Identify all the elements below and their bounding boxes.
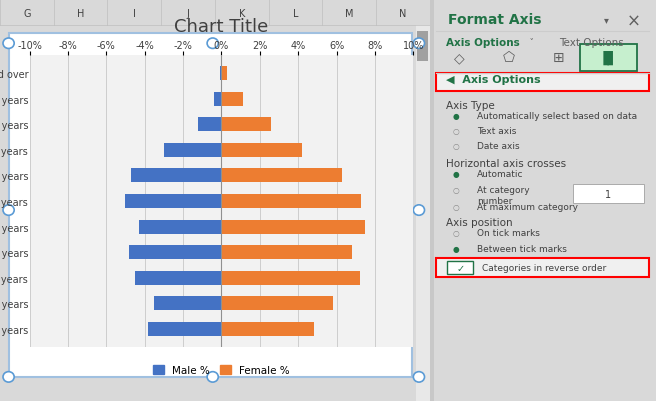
Text: Automatic: Automatic <box>477 170 523 178</box>
Circle shape <box>3 205 14 216</box>
Bar <box>222 271 359 285</box>
Text: Format Axis: Format Axis <box>448 13 541 27</box>
Title: Chart Title: Chart Title <box>174 18 268 36</box>
Bar <box>430 0 434 401</box>
Bar <box>222 194 361 209</box>
Text: ▐▌: ▐▌ <box>598 51 619 65</box>
Text: ●: ● <box>453 112 459 121</box>
Bar <box>164 144 222 158</box>
FancyBboxPatch shape <box>436 258 649 277</box>
Legend: Male %, Female %: Male %, Female % <box>149 361 294 379</box>
Text: H: H <box>77 9 84 19</box>
Text: ○: ○ <box>453 127 459 136</box>
Circle shape <box>413 372 424 382</box>
Text: Date axis: Date axis <box>477 142 520 150</box>
Bar <box>222 144 302 158</box>
Bar <box>135 271 222 285</box>
Bar <box>214 93 222 107</box>
Bar <box>198 118 222 132</box>
Text: Horizontal axis crosses: Horizontal axis crosses <box>445 159 565 169</box>
Text: Axis Options: Axis Options <box>445 38 520 48</box>
Bar <box>131 169 222 183</box>
Bar <box>148 322 222 336</box>
Bar <box>222 245 352 259</box>
Text: ◇: ◇ <box>454 51 464 65</box>
Text: ˅: ˅ <box>527 38 534 47</box>
Text: N: N <box>399 9 407 19</box>
FancyBboxPatch shape <box>573 184 644 204</box>
Text: J: J <box>186 9 190 19</box>
Text: At category: At category <box>477 186 530 194</box>
Bar <box>220 67 222 81</box>
Text: 1: 1 <box>605 189 611 199</box>
Text: ✓: ✓ <box>456 263 464 273</box>
Text: On tick marks: On tick marks <box>477 228 540 237</box>
Text: ◀  Axis Options: ◀ Axis Options <box>445 75 540 85</box>
Circle shape <box>413 39 424 49</box>
Bar <box>9 34 413 377</box>
Bar <box>417 32 428 62</box>
Circle shape <box>207 39 218 49</box>
Text: G: G <box>23 9 31 19</box>
Text: ○: ○ <box>453 186 459 194</box>
Text: Axis position: Axis position <box>445 217 512 227</box>
Circle shape <box>3 39 14 49</box>
Text: Axis Type: Axis Type <box>445 101 494 111</box>
Text: Between tick marks: Between tick marks <box>477 244 567 253</box>
Text: ×: × <box>626 13 640 31</box>
Text: ●: ● <box>453 170 459 178</box>
Circle shape <box>207 372 218 382</box>
Circle shape <box>413 205 424 216</box>
Text: K: K <box>239 9 245 19</box>
Text: Text axis: Text axis <box>477 127 516 136</box>
Text: ⊞: ⊞ <box>553 51 565 65</box>
Text: ○: ○ <box>453 228 459 237</box>
FancyBboxPatch shape <box>580 45 637 72</box>
Text: ○: ○ <box>453 203 459 212</box>
Bar <box>125 194 222 209</box>
Circle shape <box>3 372 14 382</box>
Bar <box>222 296 333 310</box>
Bar <box>222 322 314 336</box>
Text: number: number <box>477 197 512 206</box>
Bar <box>222 67 227 81</box>
Bar <box>415 26 430 401</box>
Text: ▾: ▾ <box>604 15 609 25</box>
Bar <box>222 118 272 132</box>
Text: Automatically select based on data: Automatically select based on data <box>477 112 638 121</box>
Text: ⬠: ⬠ <box>503 51 515 65</box>
Text: Text Options: Text Options <box>559 38 623 48</box>
Bar <box>222 220 365 234</box>
Bar <box>154 296 222 310</box>
Bar <box>129 245 222 259</box>
Bar <box>222 169 342 183</box>
Text: Categories in reverse order: Categories in reverse order <box>482 263 606 272</box>
Text: M: M <box>345 9 354 19</box>
Text: L: L <box>293 9 298 19</box>
Bar <box>139 220 222 234</box>
Text: ○: ○ <box>453 142 459 150</box>
Text: At maximum category: At maximum category <box>477 203 578 212</box>
FancyBboxPatch shape <box>447 261 474 274</box>
Text: ●: ● <box>453 244 459 253</box>
Bar <box>222 93 243 107</box>
FancyBboxPatch shape <box>436 74 649 92</box>
Text: I: I <box>133 9 136 19</box>
